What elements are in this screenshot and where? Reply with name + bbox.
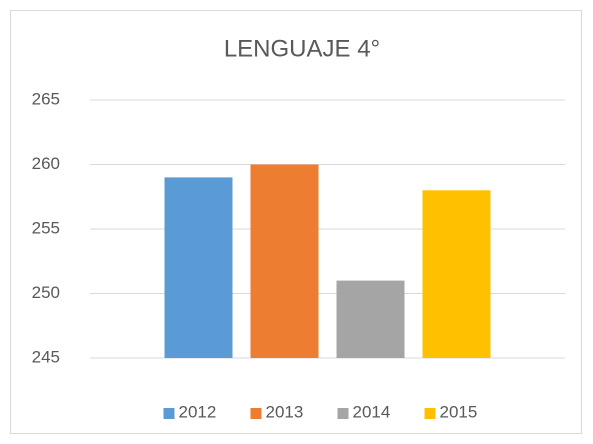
legend-label: 2013 — [266, 402, 304, 421]
legend-label: 2014 — [353, 402, 391, 421]
legend-label: 2012 — [179, 402, 217, 421]
legend-swatch — [337, 408, 349, 419]
y-tick-label: 250 — [32, 283, 60, 302]
y-tick-label: 260 — [32, 154, 60, 173]
chart-title: LENGUAJE 4° — [224, 35, 380, 62]
legend-label: 2015 — [440, 402, 478, 421]
legend-swatch — [163, 408, 175, 419]
y-tick-label: 255 — [32, 218, 60, 237]
bar — [164, 177, 233, 358]
y-tick-label: 245 — [32, 347, 60, 366]
bar — [422, 190, 491, 358]
y-tick-label: 265 — [32, 89, 60, 108]
bar — [336, 280, 405, 358]
legend-swatch — [250, 408, 262, 419]
legend-swatch — [424, 408, 436, 419]
bar — [250, 164, 319, 358]
